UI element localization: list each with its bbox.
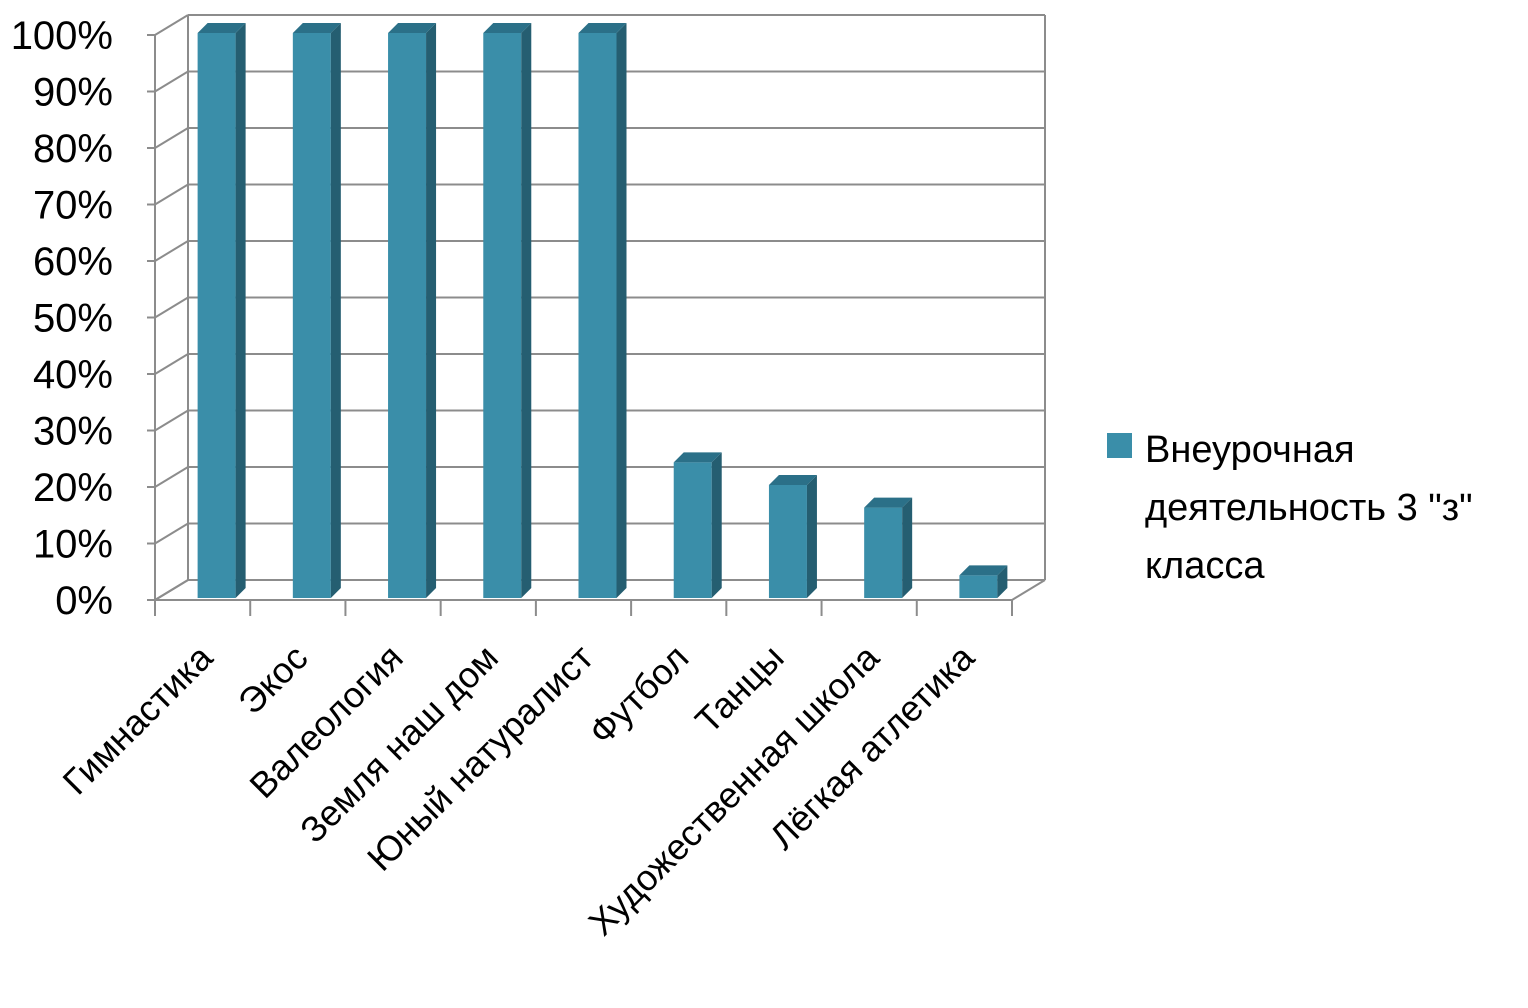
bars	[197, 23, 1008, 598]
gridline-side	[154, 183, 189, 206]
bar-top	[292, 23, 341, 33]
gridline-side	[154, 14, 189, 36]
bar-front	[578, 33, 617, 598]
bar-top	[768, 475, 817, 485]
bar-top	[197, 23, 246, 33]
bar-side	[711, 452, 722, 598]
bar-9	[959, 565, 1008, 598]
gridline-side	[154, 353, 189, 375]
floor-right-edge	[1011, 579, 1046, 601]
gridline-side	[154, 70, 189, 93]
bar-side	[616, 23, 627, 598]
x-category-label: Футбол	[581, 637, 697, 753]
bar-top	[864, 497, 913, 508]
bar-2	[292, 23, 341, 598]
legend-swatch	[1107, 433, 1132, 458]
bar-front	[292, 33, 331, 598]
gridline-side	[154, 522, 189, 545]
gridline-side	[154, 127, 189, 149]
bar-1	[197, 23, 246, 598]
bar-side	[521, 23, 532, 598]
bar-top	[673, 452, 722, 463]
bar-side	[997, 565, 1008, 598]
bar-3	[388, 23, 437, 598]
legend: Внеурочная деятельность 3 "з" класса	[1107, 429, 1473, 587]
bar-side	[902, 497, 913, 598]
y-tick-label: 10%	[33, 523, 113, 567]
legend-label: деятельность 3 "з"	[1145, 487, 1473, 529]
bar-side	[426, 23, 437, 598]
x-category-label: Экос	[230, 637, 316, 723]
y-tick-label: 20%	[33, 466, 113, 510]
bar-front	[768, 485, 807, 598]
y-tick-label: 100%	[11, 14, 113, 58]
bar-top	[578, 23, 627, 33]
gridline-side	[154, 296, 189, 319]
y-axis-ticks: 0% 10% 20% 30% 40% 50% 60% 70% 80% 90% 100%	[11, 14, 113, 623]
bar-4	[483, 23, 532, 598]
y-tick-label: 80%	[33, 127, 113, 171]
y-tick-label: 90%	[33, 71, 113, 115]
bar-5	[578, 23, 627, 598]
bar-top	[959, 565, 1008, 576]
bar-7	[768, 475, 817, 598]
y-tick-label: 60%	[33, 240, 113, 284]
bar-side	[235, 23, 246, 598]
bar-top	[388, 23, 437, 33]
bar-front	[864, 507, 903, 598]
bar-side	[330, 23, 341, 598]
y-tick-label: 30%	[33, 410, 113, 454]
bar-8	[864, 497, 913, 598]
gridline-side	[154, 409, 189, 432]
bar-top	[483, 23, 532, 33]
bar-6	[673, 452, 722, 598]
bar-front	[673, 462, 712, 598]
gridline-side	[154, 579, 189, 601]
y-tick-label: 50%	[33, 297, 113, 341]
y-tick-label: 40%	[33, 353, 113, 397]
bar-front	[959, 575, 998, 598]
y-tick-label: 70%	[33, 184, 113, 228]
x-category-label: Гимнастика	[55, 636, 221, 802]
y-tick-label: 0%	[55, 579, 113, 623]
gridline-side	[154, 240, 189, 262]
legend-label: Внеурочная	[1145, 429, 1355, 471]
bar-front	[483, 33, 522, 598]
bar-side	[806, 475, 817, 598]
bar-front	[388, 33, 427, 598]
bar-front	[197, 33, 236, 598]
legend-label: класса	[1145, 545, 1265, 587]
gridline-side	[154, 466, 189, 488]
